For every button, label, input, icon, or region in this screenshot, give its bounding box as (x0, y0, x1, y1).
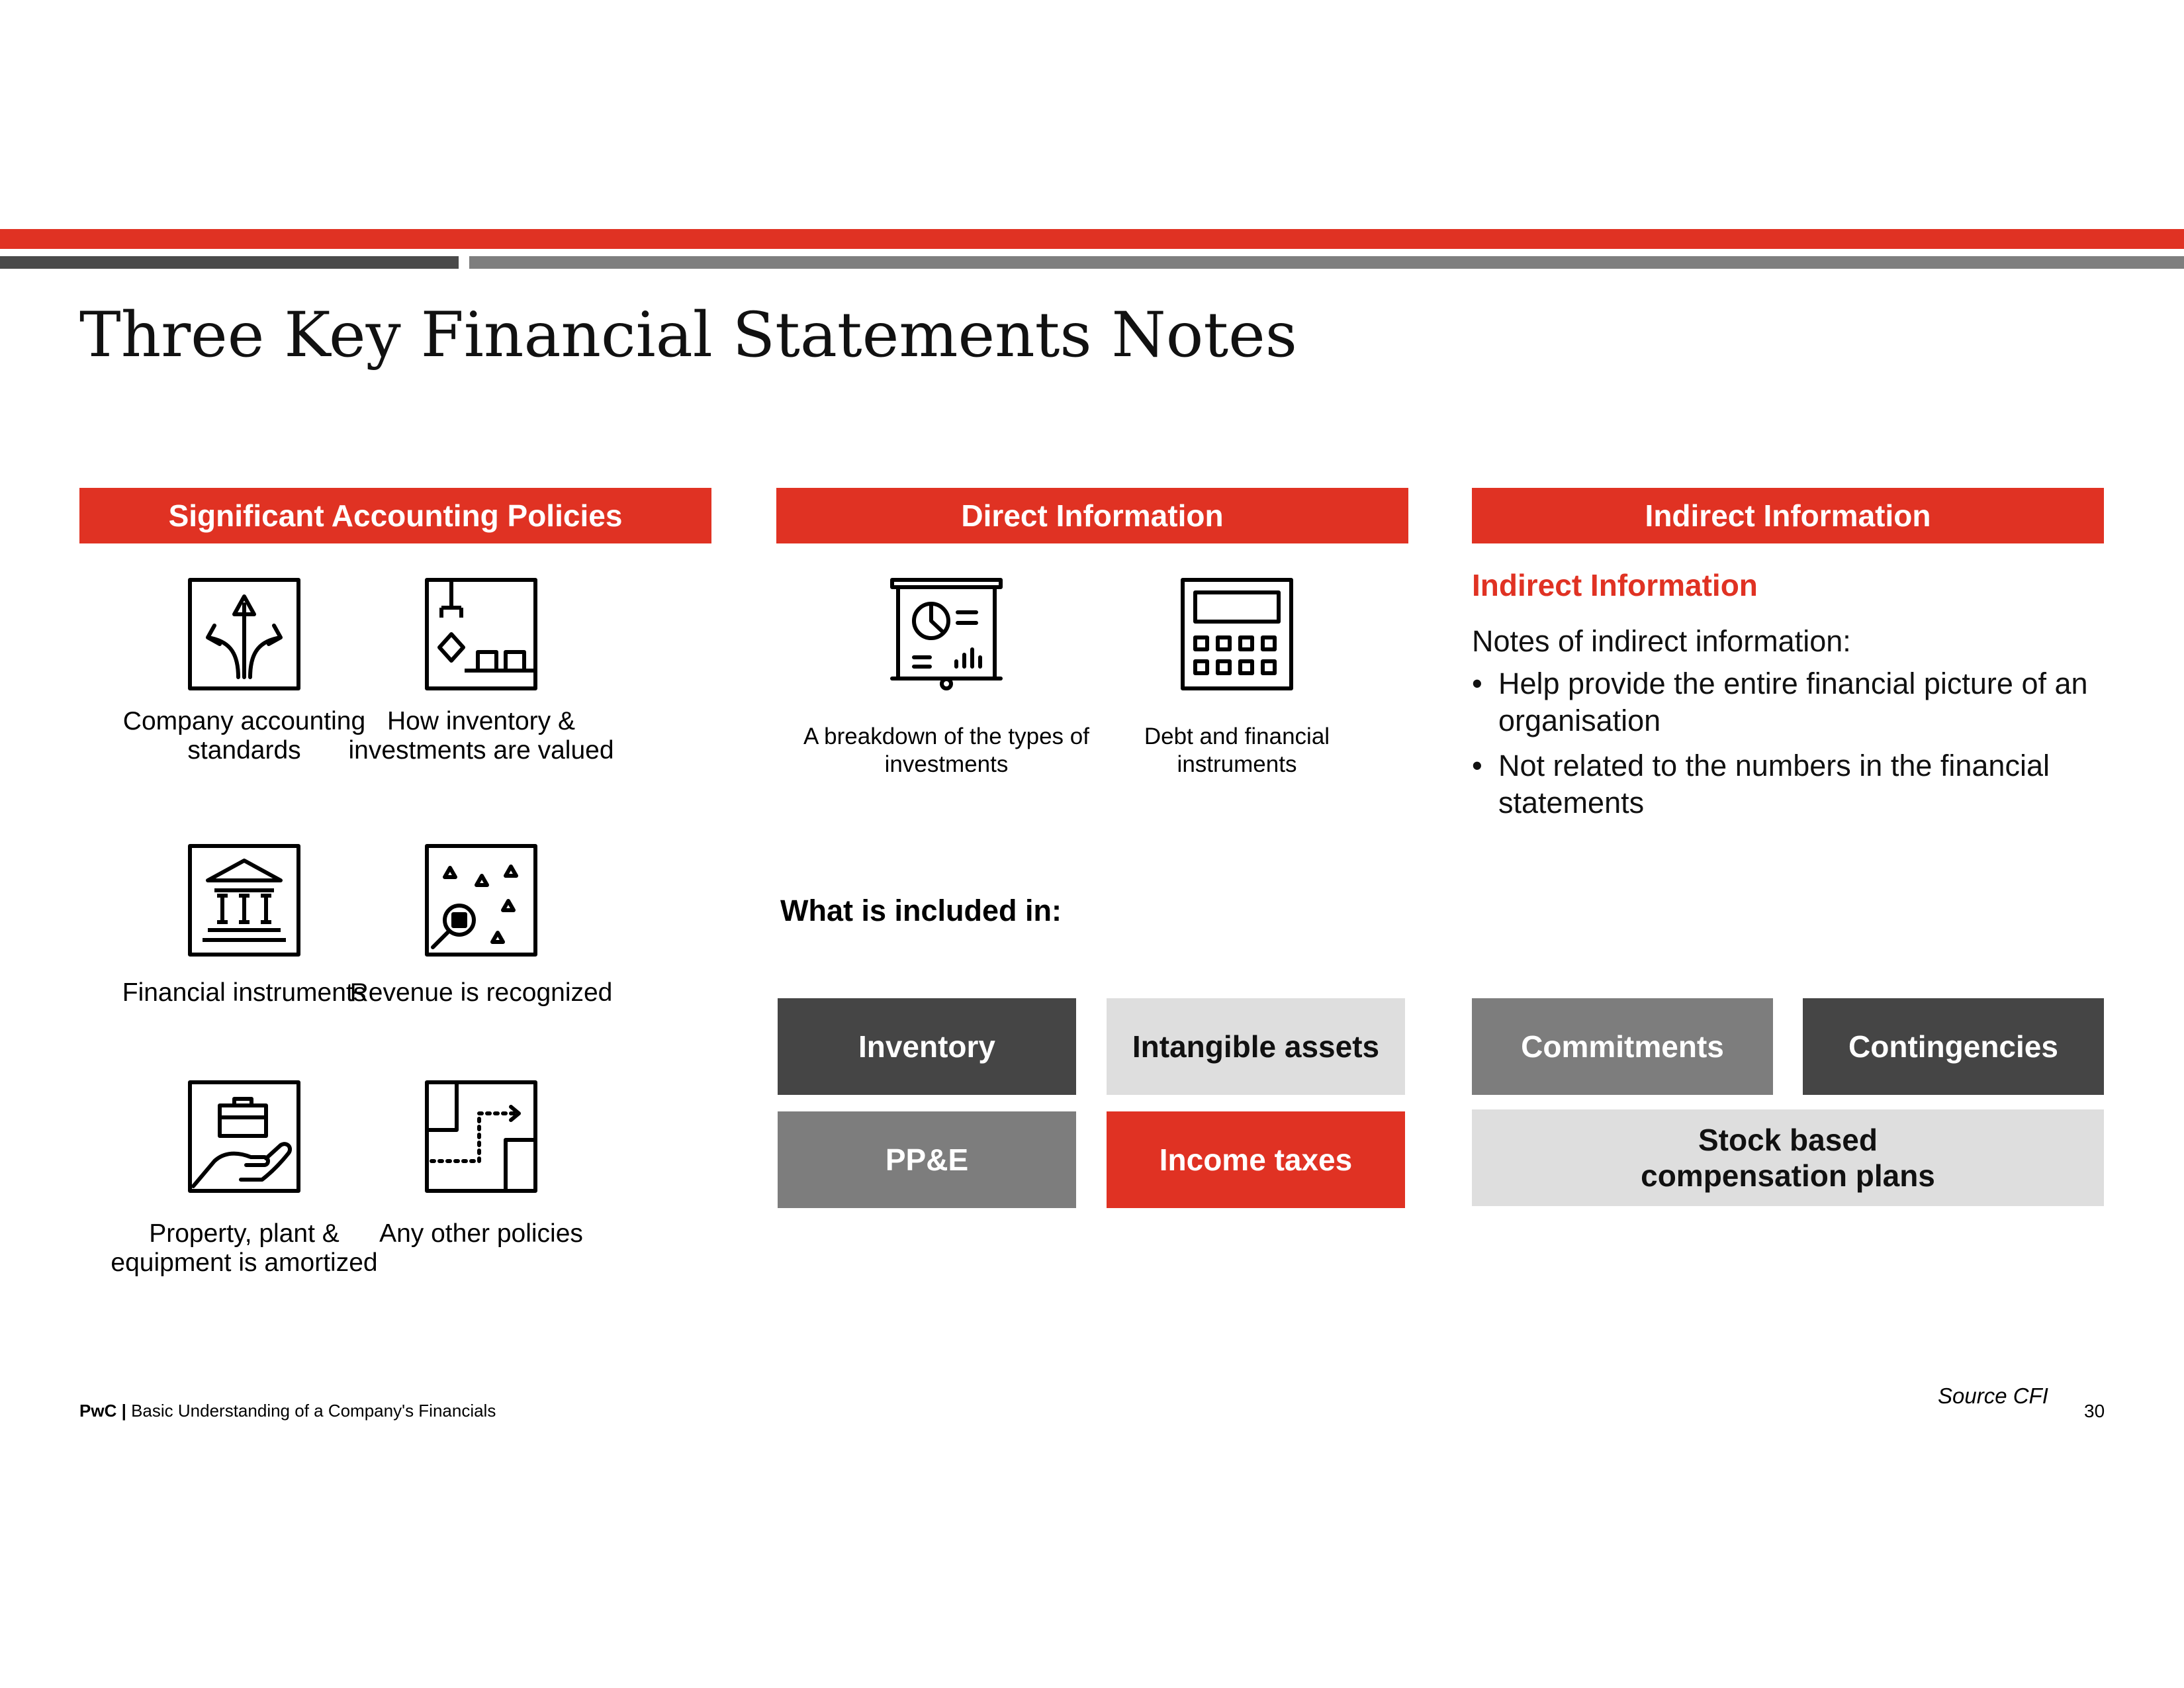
included-label: What is included in: (780, 894, 1062, 927)
floor-plan-icon (425, 578, 537, 690)
bullet-text: Help provide the entire financial pictur… (1498, 667, 2088, 737)
footer-brand: PwC (79, 1401, 117, 1421)
top-grey-bar (469, 256, 2184, 269)
indirect-subheading: Indirect Information (1472, 568, 1758, 602)
policy-caption-other-policies: Any other policies (379, 1219, 583, 1248)
direct-caption-investments: A breakdown of the types of investments (803, 724, 1089, 777)
bullet-dot: • (1472, 749, 1482, 782)
tile-inventory: Inventory (778, 998, 1076, 1095)
footer: PwC | Basic Understanding of a Company's… (79, 1401, 496, 1421)
policy-caption-revenue-recognized: Revenue is recognized (349, 978, 613, 1007)
header-indirect-information: Indirect Information (1472, 488, 2104, 543)
tile-income-taxes: Income taxes (1107, 1111, 1405, 1208)
indirect-lead-text: Notes of indirect information: (1472, 624, 1851, 658)
header-significant-accounting-policies: Significant Accounting Policies (79, 488, 711, 543)
calculator-icon (1181, 578, 1293, 690)
tile-stock-based-compensation: Stock based compensation plans (1472, 1109, 2104, 1206)
page-number: 30 (2084, 1401, 2105, 1421)
indirect-bullet: • Not related to the numbers in the fina… (1472, 747, 2120, 821)
policy-caption-accounting-standards: Company accounting standards (122, 707, 366, 765)
path-map-icon (425, 1080, 537, 1193)
tile-commitments: Commitments (1472, 998, 1773, 1095)
top-dark-bar (0, 256, 459, 269)
top-red-bar (0, 229, 2184, 249)
header-direct-information: Direct Information (776, 488, 1408, 543)
footer-text: Basic Understanding of a Company's Finan… (131, 1401, 496, 1421)
policy-caption-financial-instruments: Financial instruments (122, 978, 367, 1007)
bullet-dot: • (1472, 667, 1482, 700)
source-note: Source CFI (1938, 1383, 2048, 1408)
policy-caption-ppe-amortized: Property, plant & equipment is amortized (111, 1219, 378, 1277)
tile-contingencies: Contingencies (1803, 998, 2104, 1095)
policy-caption-inventory-valued: How inventory & investments are valued (348, 707, 614, 765)
bullet-text: Not related to the numbers in the financ… (1498, 749, 2050, 820)
magnifier-shapes-icon (425, 844, 537, 957)
footer-separator: | (121, 1401, 126, 1421)
direct-caption-debt: Debt and financial instruments (1144, 724, 1330, 777)
tile-intangible-assets: Intangible assets (1107, 998, 1405, 1095)
presentation-board-icon (890, 578, 1003, 690)
tile-ppe: PP&E (778, 1111, 1076, 1208)
page-title: Three Key Financial Statements Notes (79, 299, 1298, 371)
arrows-split-icon (188, 578, 300, 690)
indirect-bullet: • Help provide the entire financial pict… (1472, 665, 2120, 739)
bank-building-icon (188, 844, 300, 957)
hand-briefcase-icon (188, 1080, 300, 1193)
